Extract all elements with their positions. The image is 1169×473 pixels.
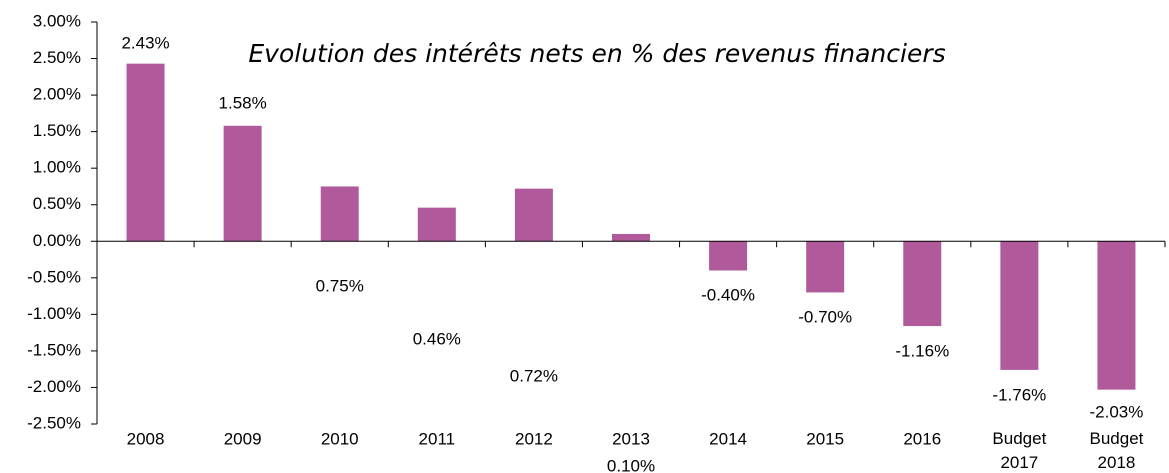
- bar: [806, 241, 845, 293]
- y-tick-label: -0.50%: [27, 267, 81, 286]
- bar: [514, 188, 553, 242]
- x-tick-label: Budget 2018: [1090, 429, 1144, 472]
- bar: [417, 207, 456, 242]
- bar: [1000, 241, 1039, 370]
- bar: [612, 233, 650, 242]
- x-tick-label: 2016: [903, 429, 941, 448]
- y-tick-label: 1.00%: [33, 158, 81, 177]
- y-tick-label: 1.50%: [33, 121, 81, 140]
- x-tick-label: 2015: [806, 429, 844, 448]
- data-label: -0.40%: [701, 285, 755, 304]
- data-label: 0.72%: [510, 366, 558, 385]
- y-tick-label: 0.00%: [33, 231, 81, 250]
- x-tick-label: 2011: [419, 429, 456, 448]
- bar: [223, 125, 262, 242]
- data-label: 0.10%: [607, 456, 655, 473]
- x-tick-label: Budget 2017: [992, 429, 1046, 472]
- x-tick-label: 2012: [515, 429, 553, 448]
- x-tick-label: 2014: [709, 429, 747, 448]
- bar: [320, 186, 359, 242]
- bar: [709, 241, 748, 271]
- bar: [1097, 241, 1136, 390]
- data-label: 1.58%: [219, 93, 267, 112]
- x-tick-label: 2010: [321, 429, 359, 448]
- y-tick-label: -2.50%: [27, 413, 81, 432]
- data-label: 0.46%: [413, 329, 461, 348]
- bar: [903, 241, 942, 327]
- x-tick-label: 2013: [612, 429, 650, 448]
- chart-title: Evolution des intérêts nets en % des rev…: [248, 39, 945, 68]
- bar: [126, 63, 165, 242]
- data-label: -0.70%: [798, 307, 852, 326]
- y-tick-label: -2.00%: [27, 377, 81, 396]
- data-label: -2.03%: [1090, 402, 1144, 421]
- x-tick-label: 2009: [224, 429, 262, 448]
- y-tick-label: -1.50%: [27, 340, 81, 359]
- data-label: -1.16%: [895, 341, 949, 360]
- y-tick-label: -1.00%: [27, 304, 81, 323]
- y-tick-label: 3.00%: [33, 11, 81, 30]
- data-label: -1.76%: [992, 385, 1046, 404]
- y-tick-label: 2.00%: [33, 85, 81, 104]
- data-label: 2.43%: [121, 33, 169, 52]
- x-tick-label: 2008: [127, 429, 165, 448]
- data-label: 0.75%: [316, 276, 364, 295]
- y-tick-label: 0.50%: [33, 194, 81, 213]
- y-tick-label: 2.50%: [33, 48, 81, 67]
